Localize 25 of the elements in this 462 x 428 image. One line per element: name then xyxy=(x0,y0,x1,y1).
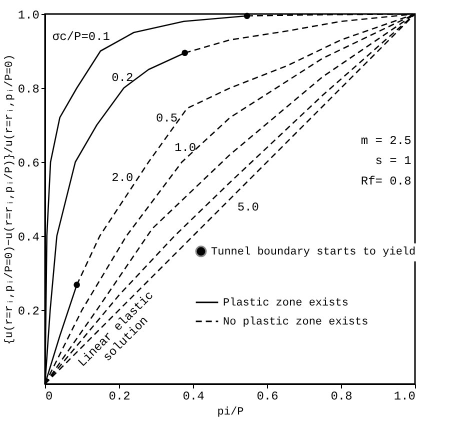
x-tick-label: 0.4 xyxy=(182,390,204,404)
annotation: s = 1 xyxy=(375,154,412,168)
annotation: 0.2 xyxy=(112,70,134,85)
x-tick-label: 0.6 xyxy=(256,390,278,404)
x-tick-label: 0 xyxy=(46,390,53,404)
annotation: 2.0 xyxy=(112,170,134,185)
x-tick-label: 0.2 xyxy=(108,390,130,404)
legend-label: Plastic zone exists xyxy=(223,297,348,310)
x-tick-label: 0.8 xyxy=(330,390,352,404)
y-tick-label: 0.6 xyxy=(18,156,40,170)
y-tick-label: 0.8 xyxy=(18,82,40,96)
annotation: 5.0 xyxy=(237,200,260,214)
x-tick-label: 1.0 xyxy=(394,390,416,404)
legend-label: Tunnel boundary starts to yield xyxy=(211,246,416,258)
x-axis-title: pi/P xyxy=(217,406,244,418)
legend-label: No plastic zone exists xyxy=(223,316,368,328)
annotation: 0.5 xyxy=(156,112,178,126)
annotation: 1.0 xyxy=(174,141,196,156)
annotation: σc/P=0.1 xyxy=(52,30,110,44)
y-tick-label: 1.0 xyxy=(18,8,40,22)
y-tick-label: 0.2 xyxy=(18,304,40,318)
y-tick-label: 0.4 xyxy=(18,230,40,244)
y-axis-title: {u(r=rᵢ,pᵢ/P=0)−u(r=rᵢ,pᵢ/P)}/u(r=rᵢ,pᵢ/P=0) xyxy=(4,54,16,345)
annotation: Rf= 0.8 xyxy=(360,174,412,188)
annotation: m = 2.5 xyxy=(360,134,412,148)
